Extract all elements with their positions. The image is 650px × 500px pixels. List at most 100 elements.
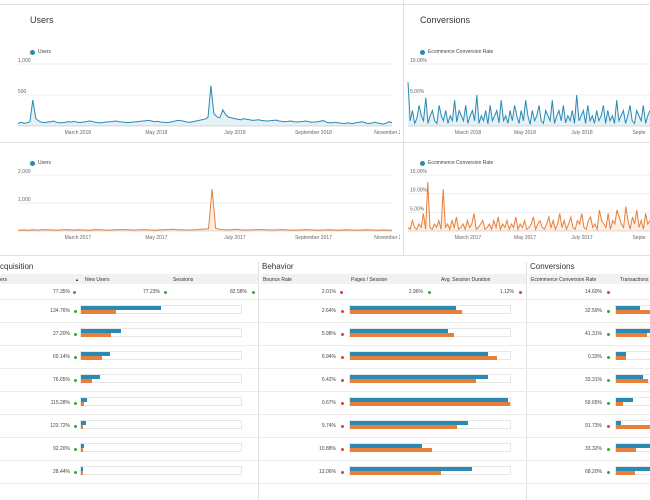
table-row[interactable]: 60.14% 6.94% 0.33% [0,346,650,369]
previous-period-bar [616,425,650,429]
users-chart-2018[interactable]: 1,000 500 March 2018 May 2018 July 2018 Sept… [0,58,400,138]
bounce-rate-change-value: 5.98% [321,331,336,337]
previous-period-bar [616,379,649,383]
table-divider [526,262,527,500]
bounce-rate-change-value: 0.67% [321,400,336,406]
users-chart-2017[interactable]: 2,000 1,000 March 2017 May 2017 July 2017 Se… [0,167,400,242]
table-row[interactable]: 123.72% 9.74% 91.73% [0,415,650,438]
ecr-change-value: 68.20% [585,469,602,475]
conversion-chart-2017[interactable]: 15.00% 10.00% 5.00% March 2017 May 2017 July… [404,167,650,242]
users-area [18,85,392,126]
bounce-rate-change-value: 9.74% [321,423,336,429]
x-tick-label: September 2017 [295,235,332,241]
status-dot-icon [341,471,344,474]
current-period-bar [350,306,456,310]
conversion-chart-2018[interactable]: 10.00% 5.00% March 2018 May 2018 July 2018 S… [404,58,650,138]
table-header-conversions: Ecommerce Conversion Rate Transactions [529,274,650,284]
transactions-bar-track [615,420,650,429]
table-row[interactable]: 134.76% 2.64% 32.59% [0,300,650,323]
status-dot-icon [607,448,610,451]
x-tick-label: March 2018 [455,130,482,136]
sessions-column-header[interactable]: Sessions [173,277,194,283]
conversion-legend-2017[interactable]: Ecommerce Conversion Rate [420,160,493,166]
current-period-bar [616,421,622,425]
previous-period-bar [616,310,650,314]
new-users-column-header[interactable]: New Users [85,277,110,283]
current-period-bar [616,444,650,448]
y-tick-label: 10.00% [410,188,428,194]
pages-session-bar-track [349,443,511,452]
status-dot-icon [341,333,344,336]
table-row[interactable]: 115.28% 0.67% 59.65% [0,392,650,415]
new-users-bar-track [80,397,242,406]
status-dot-icon [607,402,610,405]
current-period-bar [81,329,121,333]
ecr-change-value: 59.65% [585,400,602,406]
new-users-bar-track [80,305,242,314]
users-line-2017 [17,188,393,231]
pages-session-bar-track [349,466,511,475]
avg-duration-total-value: 1.12% [499,289,514,295]
x-tick-label: July 2017 [571,235,593,241]
previous-period-bar [81,310,117,314]
transactions-bar-track [615,374,650,383]
x-ticks: March 2017 May 2017 July 2017 September 201… [65,235,400,241]
conversion-line [407,82,650,126]
status-dot-icon [74,310,77,313]
current-period-bar [616,398,633,402]
previous-period-bar [616,333,647,337]
current-period-bar [81,352,110,356]
pages-session-bar-track [349,397,511,406]
users-change-value: 115.28% [50,400,70,406]
users-legend-2017[interactable]: Users [30,160,51,166]
ecr-change-value: 91.73% [585,423,602,429]
x-tick-label: May 2018 [514,130,536,136]
previous-period-bar [616,471,635,475]
current-period-bar [81,375,101,379]
pages-session-bar-track [349,328,511,337]
x-tick-label: July 2018 [224,130,246,136]
x-ticks: March 2018 May 2018 July 2018 September 201… [65,130,400,136]
table-row[interactable]: 28.44% 13.06% 68.20% [0,461,650,484]
sort-arrow-icon[interactable]: ▲ [75,277,79,282]
x-tick-label: July 2017 [224,235,246,241]
current-period-bar [350,467,472,471]
previous-period-bar [350,402,510,406]
row-divider [0,4,650,5]
new-users-total-value: 77.23% [143,289,160,295]
new-users-bar-track [80,420,242,429]
users-change-value: 92.20% [53,446,70,452]
status-dot-icon [341,402,344,405]
ecr-change-value: 0.33% [587,354,602,360]
y-tick-label: 1,000 [18,58,31,64]
table-row[interactable]: 76.65% 6.42% 33.31% [0,369,650,392]
y-tick-label: 5.00% [410,89,425,95]
y-tick-label: 15.00% [410,169,428,175]
table-row[interactable]: 27.20% 5.98% 41.31% [0,323,650,346]
users-column-header[interactable]: ers [0,277,7,283]
previous-period-bar [81,448,83,452]
legend-label: Users [38,160,52,166]
table-row[interactable]: 92.20% 10.88% 33.32% [0,438,650,461]
avg-session-duration-column-header[interactable]: Avg. Session Duration [441,277,491,283]
legend-dot-icon [420,160,425,166]
previous-period-bar [81,471,83,475]
conversion-legend[interactable]: Ecommerce Conversion Rate [420,49,493,55]
table-header-acquisition: ers ▲ New Users Sessions [0,274,258,284]
pages-session-bar-track [349,351,511,360]
row-divider [0,255,650,256]
bounce-rate-total-value: 2.01% [321,289,336,295]
transactions-column-header[interactable]: Transactions [620,277,649,283]
status-dot-icon [607,291,610,294]
users-legend[interactable]: Users [30,49,51,55]
previous-period-bar [81,379,93,383]
previous-period-bar [81,425,83,429]
status-dot-icon [74,425,77,428]
current-period-bar [350,444,422,448]
ecommerce-conversion-rate-column-header[interactable]: Ecommerce Conversion Rate [531,277,597,283]
current-period-bar [81,467,83,471]
pages-per-session-column-header[interactable]: Pages / Session [351,277,388,283]
bounce-rate-column-header[interactable]: Bounce Rate [263,277,292,283]
users-change-value: 28.44% [53,469,70,475]
status-dot-icon [340,291,343,294]
